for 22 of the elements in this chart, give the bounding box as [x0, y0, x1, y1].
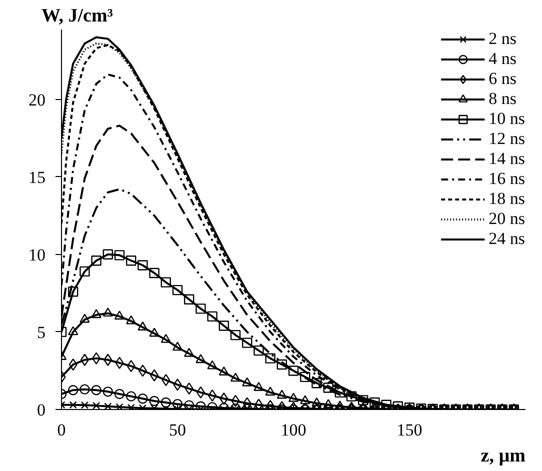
legend-label: 12 ns [488, 129, 525, 149]
y-tick-label: 15 [28, 168, 46, 187]
y-tick-label: 0 [37, 400, 46, 420]
legend-label: 2 ns [488, 29, 516, 49]
y-tick-label: 5 [37, 322, 46, 342]
x-axis-title: z, µm [480, 446, 526, 466]
y-axis-title: W, J/cm³ [42, 6, 114, 26]
x-tick-label: 150 [396, 420, 422, 440]
x-tick-label: 100 [280, 420, 306, 440]
legend-label: 10 ns [488, 109, 525, 129]
legend-label: 14 ns [488, 149, 525, 169]
y-tick-label: 20 [28, 90, 46, 110]
legend-label: 4 ns [488, 49, 516, 69]
y-tick-label: 10 [28, 245, 46, 264]
legend-label: 18 ns [488, 189, 525, 209]
legend-label: 16 ns [488, 169, 525, 189]
x-tick-label: 0 [57, 420, 66, 440]
legend-label: 20 ns [488, 209, 525, 229]
legend-label: 8 ns [488, 89, 516, 109]
legend-label: 24 ns [488, 229, 525, 249]
x-tick-label: 50 [169, 420, 186, 440]
legend-label: 6 ns [488, 69, 516, 89]
